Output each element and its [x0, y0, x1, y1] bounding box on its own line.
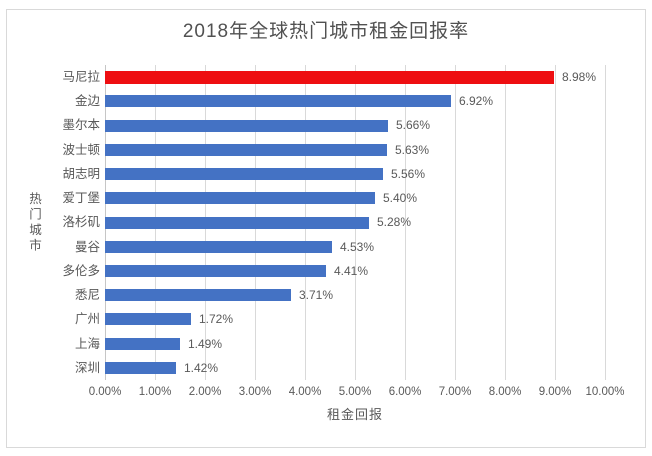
category-label: 曼谷: [74, 240, 100, 254]
gridline: [605, 65, 606, 380]
x-tick-label: 6.00%: [388, 386, 422, 398]
x-tick-label: 7.00%: [438, 386, 472, 398]
bar-value-label: 4.53%: [340, 240, 375, 254]
bar: [105, 313, 191, 325]
bar-value-label: 3.71%: [299, 288, 334, 302]
bar-value-label: 5.63%: [395, 143, 430, 157]
x-tick-label: 4.00%: [288, 386, 322, 398]
bar: [105, 241, 332, 253]
bar-value-label: 4.41%: [334, 264, 369, 278]
x-tick-label: 8.00%: [488, 386, 522, 398]
x-axis-title: 租金回报: [326, 407, 383, 422]
category-label: 马尼拉: [62, 70, 100, 84]
gridline: [505, 65, 506, 380]
bar: [105, 144, 387, 156]
category-label: 墨尔本: [62, 118, 100, 132]
plot-area: 8.98% 6.92% 5.66% 5.63% 5.56% 5.40% 5.28% 4.53%…: [105, 65, 606, 380]
x-tick-label: 10.00%: [585, 386, 625, 398]
bar: [105, 217, 369, 229]
x-tick-label: 9.00%: [538, 386, 572, 398]
category-label: 金边: [74, 94, 100, 108]
bar: [105, 265, 326, 277]
bar-value-label: 5.40%: [383, 191, 418, 205]
x-tick-label: 3.00%: [238, 386, 272, 398]
bar: [105, 120, 388, 132]
bar-value-label: 5.28%: [377, 215, 412, 229]
gridline: [455, 65, 456, 380]
gridline: [405, 65, 406, 380]
bar-value-label: 1.49%: [188, 337, 223, 351]
category-label: 波士顿: [62, 143, 100, 157]
bar-value-label: 8.98%: [562, 70, 597, 84]
x-tick-label: 1.00%: [138, 386, 172, 398]
bar: [105, 168, 383, 180]
bar-value-label: 6.92%: [459, 94, 494, 108]
bar: [105, 192, 375, 204]
gridline: [555, 65, 556, 380]
category-label: 爱丁堡: [62, 191, 100, 205]
bar: [105, 338, 180, 350]
category-label: 广州: [74, 312, 100, 326]
y-axis-title: 热门城市: [27, 191, 41, 254]
bar-value-label: 5.56%: [391, 167, 426, 181]
bar-value-label: 1.72%: [199, 312, 234, 326]
category-label: 多伦多: [62, 264, 100, 278]
bar-highlighted: [105, 71, 554, 84]
bar: [105, 95, 451, 107]
x-tick-label: 5.00%: [338, 386, 372, 398]
category-label: 悉尼: [74, 288, 100, 302]
x-tick-label: 0.00%: [88, 386, 122, 398]
category-label: 胡志明: [62, 167, 100, 181]
category-label: 上海: [74, 337, 100, 351]
category-label: 深圳: [74, 361, 100, 375]
x-tick-label: 2.00%: [188, 386, 222, 398]
bar-value-label: 5.66%: [396, 118, 431, 132]
bar-value-label: 1.42%: [184, 361, 219, 375]
chart-title: 2018年全球热门城市租金回报率: [182, 21, 470, 42]
bar: [105, 289, 291, 301]
bar: [105, 362, 176, 374]
category-label: 洛杉矶: [62, 215, 100, 229]
chart-border: [6, 9, 646, 448]
